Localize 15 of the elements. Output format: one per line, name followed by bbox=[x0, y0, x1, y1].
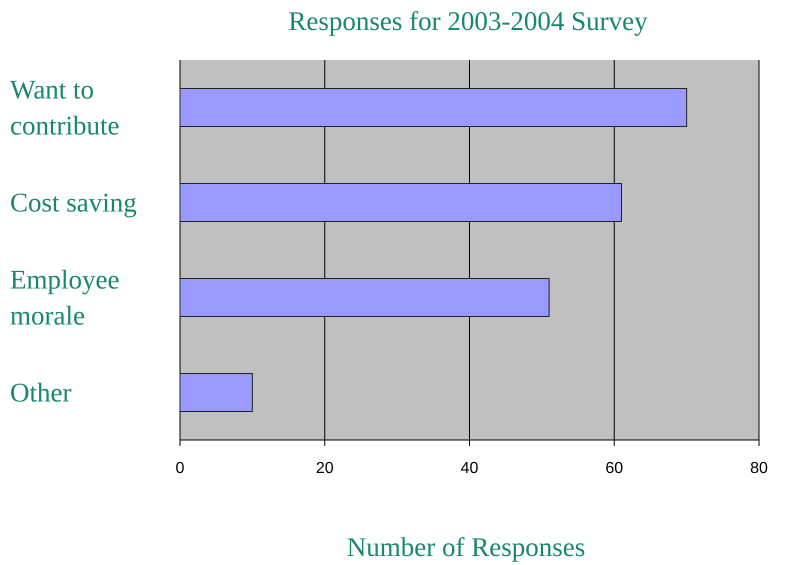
y-tick-label: Want to contribute bbox=[10, 74, 120, 140]
bar bbox=[180, 183, 622, 222]
bar bbox=[180, 373, 253, 412]
x-tick-label: 40 bbox=[460, 460, 478, 477]
x-tick-label: 0 bbox=[176, 460, 185, 477]
y-tick-label: Other bbox=[10, 378, 72, 408]
chart-title: Responses for 2003-2004 Survey bbox=[288, 6, 648, 36]
x-tick-label: 20 bbox=[316, 460, 334, 477]
y-tick-label: Employee morale bbox=[10, 264, 120, 330]
x-tick-label: 60 bbox=[605, 460, 624, 477]
x-tick-label: 80 bbox=[750, 460, 768, 477]
y-tick-label: Cost saving bbox=[10, 188, 137, 218]
x-axis-title: Number of Responses bbox=[346, 532, 586, 562]
bar bbox=[180, 88, 688, 127]
bar bbox=[180, 278, 550, 317]
